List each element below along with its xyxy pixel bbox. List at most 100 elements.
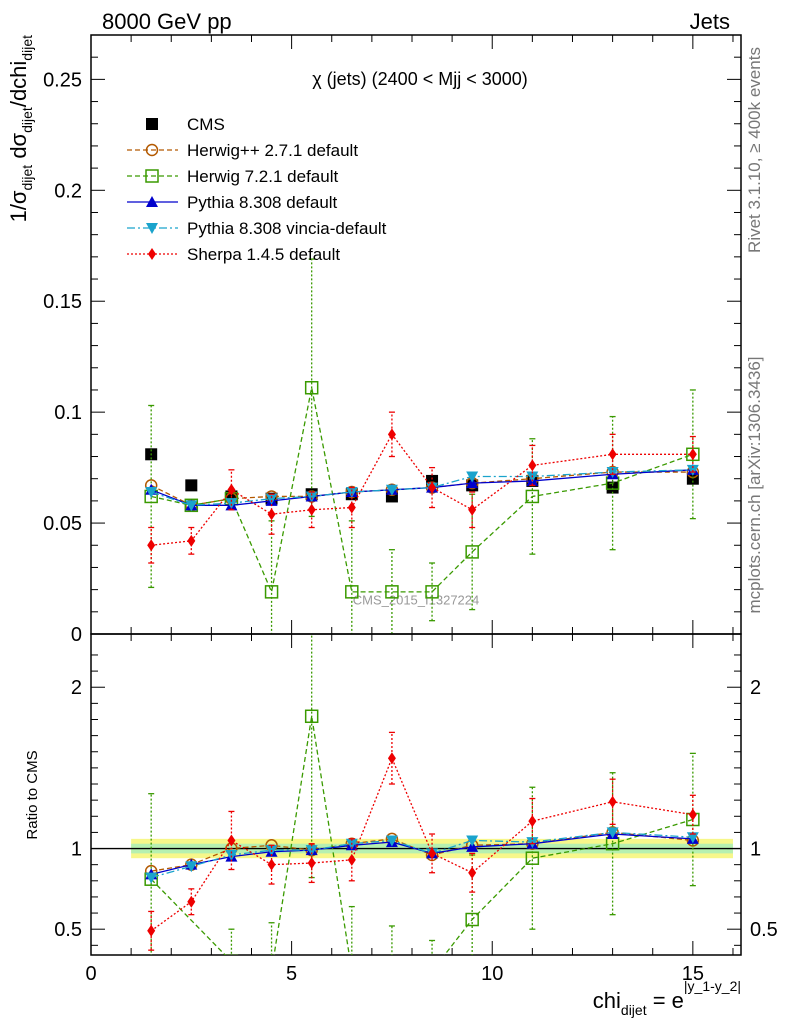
y-tick-label: 1 [71, 839, 82, 861]
data-point [185, 479, 198, 492]
data-point [606, 481, 619, 494]
legend-marker [146, 223, 158, 234]
x-tick-label: 15 [682, 963, 704, 985]
legend-marker [146, 196, 158, 207]
legend-entry-pythia-8-308-vincia-default: Pythia 8.308 vincia-default [127, 219, 387, 238]
rivet-label: Rivet 3.1.10, ≥ 400k events [745, 47, 764, 253]
y-axis-label-part: dijet [19, 35, 35, 61]
data-point [426, 965, 438, 977]
data-point [307, 857, 316, 870]
x-tick-label: 0 [85, 963, 96, 985]
data-point [386, 965, 398, 977]
data-point [145, 872, 158, 884]
y-axis-label-part: /dchi [6, 61, 31, 107]
data-point [304, 380, 319, 395]
data-point [385, 585, 399, 599]
data-point [466, 477, 479, 489]
legend-marker [145, 169, 159, 183]
data-point [686, 472, 699, 485]
data-point [187, 534, 196, 547]
data-point [265, 493, 278, 505]
data-point [225, 849, 238, 861]
legend-label: Pythia 8.308 default [187, 193, 338, 212]
data-point [187, 895, 196, 908]
data-point [385, 484, 398, 496]
series-line [150, 469, 693, 506]
data-point [185, 500, 198, 512]
data-point [145, 487, 158, 499]
series-line [150, 469, 693, 506]
data-point [185, 861, 198, 873]
y-tick-label: 0.05 [43, 513, 82, 535]
ratio-series-pythia-8-308-vincia-default [145, 827, 699, 884]
series-line [150, 756, 693, 932]
data-point [608, 795, 617, 808]
data-point [428, 481, 437, 494]
legend-entry-herwig-2-7-1-default: Herwig++ 2.7.1 default [127, 141, 358, 160]
legend-label: Sherpa 1.4.5 default [187, 245, 340, 264]
mcplots-label: mcplots.cern.ch [arXiv:1306.3436] [745, 356, 764, 613]
series-line [151, 433, 693, 546]
data-point [425, 585, 439, 599]
y-axis-label-part: 1/σ [6, 190, 31, 222]
y-axis-label: 1/σdijet dσdijet/dchidijet [6, 35, 35, 223]
data-point [387, 752, 396, 765]
data-point [345, 585, 359, 599]
y-tick-label-right: 2 [750, 677, 761, 699]
series-sherpa-1-4-5-default [147, 411, 697, 564]
header-left: 8000 GeV pp [102, 9, 232, 34]
data-point [224, 954, 239, 955]
legend-marker [148, 248, 156, 260]
x-axis-label-part: = e [647, 988, 684, 1013]
data-point [227, 483, 236, 496]
data-point [147, 539, 156, 552]
data-point [468, 503, 477, 516]
data-point [267, 508, 276, 521]
y-tick-label: 2 [71, 677, 82, 699]
series-line [150, 716, 694, 955]
legend-entry-cms: CMS [146, 115, 225, 134]
legend-label: Herwig 7.2.1 default [187, 167, 338, 186]
data-point [428, 847, 437, 860]
legend-entry-herwig-7-2-1-default: Herwig 7.2.1 default [127, 167, 338, 186]
x-axis-label-part: |y_1-y_2| [684, 978, 741, 994]
x-axis-label-part: chi [593, 988, 621, 1013]
ratio-panel: 0.5 0.5 1 1 2 2 0 5 10 15 Ratio to CMS chidijet = e… [24, 633, 778, 1018]
data-point [387, 428, 396, 441]
data-point [305, 845, 318, 857]
ratio-series-herwig-7-2-1-default [144, 634, 700, 977]
legend-label: Herwig++ 2.7.1 default [187, 141, 358, 160]
data-point [266, 965, 278, 977]
data-point [528, 815, 537, 828]
data-point [267, 858, 276, 871]
y-tick-label: 0.1 [54, 402, 82, 424]
data-point [304, 709, 319, 724]
data-point [466, 471, 479, 483]
header-right: Jets [690, 9, 730, 34]
ratio-y-axis-label: Ratio to CMS [24, 750, 41, 839]
data-point [147, 924, 156, 937]
legend-entry-sherpa-1-4-5-default: Sherpa 1.4.5 default [127, 245, 340, 264]
ratio-series-sherpa-1-4-5-default [147, 731, 697, 951]
data-point [466, 835, 479, 847]
ratio-series-area [144, 634, 700, 977]
legend-label: CMS [187, 115, 225, 134]
y-axis-label-part: dσ [6, 132, 31, 164]
plot-frame [90, 633, 742, 956]
data-point [465, 912, 479, 927]
data-point [525, 851, 540, 865]
data-point [606, 827, 619, 839]
legend-marker [145, 143, 159, 157]
data-point [347, 853, 356, 866]
y-tick-label: 0.5 [54, 919, 82, 941]
data-point [225, 498, 238, 510]
data-point [305, 491, 318, 503]
legend: CMS Herwig++ 2.7.1 default Herwig 7.2.1 de… [127, 115, 387, 264]
watermark: CMS_2015_I1327224 [353, 593, 480, 608]
data-point [385, 835, 398, 847]
y-tick-label-right: 1 [750, 839, 761, 861]
data-point [227, 834, 236, 847]
y-tick-label: 0.2 [54, 180, 82, 202]
legend-entry-pythia-8-308-default: Pythia 8.308 default [127, 193, 338, 212]
chart-title: χ (jets) (2400 < Mjj < 3000) [312, 69, 528, 89]
